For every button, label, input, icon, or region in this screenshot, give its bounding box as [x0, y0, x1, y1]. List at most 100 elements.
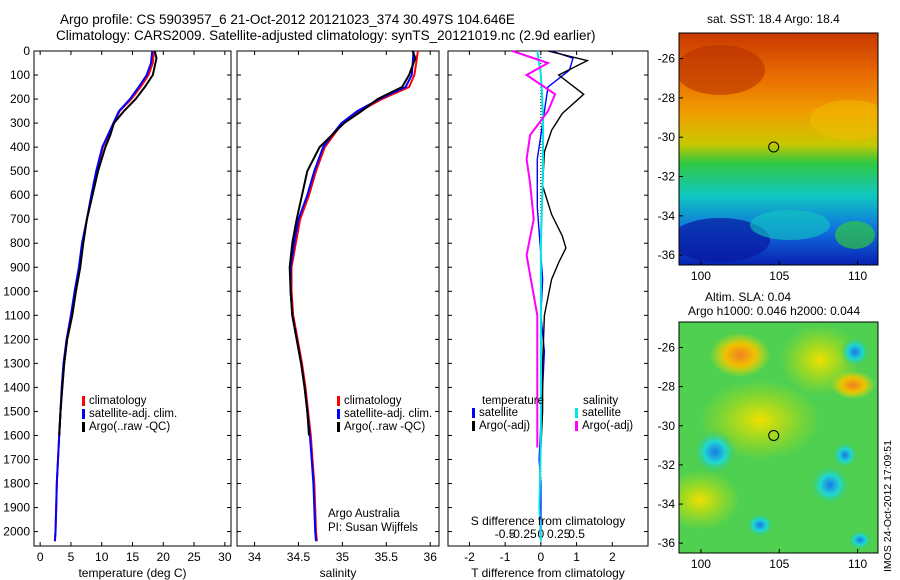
figure-title-line2: Climatology: CARS2009. Satellite-adjuste…	[56, 28, 596, 43]
map-x-tick-label: 105	[769, 557, 789, 571]
map-x-tick-label: 110	[848, 557, 867, 571]
x-tick-label: 36	[424, 550, 438, 564]
legend-label: satellite	[479, 407, 518, 419]
figure-title-line1: Argo profile: CS 5903957_6 21-Oct-2012 2…	[60, 12, 515, 27]
y-tick-label: 2000	[3, 525, 30, 539]
x-tick-label: 2	[609, 550, 616, 564]
legend-swatch	[337, 409, 340, 419]
s-tick-label: -0.25	[509, 527, 537, 541]
argo-location-marker	[768, 141, 780, 153]
legend-swatch	[472, 408, 475, 418]
sst-map-title: sat. SST: 18.4 Argo: 18.4	[707, 12, 840, 26]
x-tick-label: 35	[336, 550, 350, 564]
x-tick-label: -1	[500, 550, 511, 564]
y-tick-label: 200	[10, 92, 30, 106]
x-axis-label: T difference from climatology	[471, 566, 625, 580]
y-tick-label: 300	[10, 116, 30, 130]
argo-location-marker	[768, 430, 780, 441]
sla-map-subtitle: Argo h1000: 0.046 h2000: 0.044	[688, 304, 861, 318]
legend-label: climatology	[344, 395, 402, 407]
legend-swatch	[82, 409, 85, 419]
legend-label: satellite	[582, 407, 621, 419]
legend-swatch	[337, 422, 340, 432]
y-tick-label: 1800	[3, 477, 30, 491]
map-y-tick-label: -36	[658, 536, 676, 550]
legend-swatch	[575, 408, 578, 418]
y-tick-label: 1700	[3, 452, 30, 466]
x-tick-label: 15	[126, 550, 140, 564]
legend-swatch	[337, 396, 340, 406]
y-tick-label: 1900	[3, 501, 30, 515]
legend-swatch	[82, 396, 85, 406]
y-tick-label: 1600	[3, 428, 30, 442]
y-tick-label: 800	[10, 236, 30, 250]
legend-swatch	[472, 421, 475, 431]
map-y-tick-label: -28	[658, 380, 676, 394]
s-tick-label: -0.5	[495, 527, 516, 541]
y-tick-label: 600	[10, 188, 30, 202]
map-x-tick-label: 100	[691, 557, 711, 571]
series-line	[536, 50, 544, 542]
map-y-tick-label: -26	[658, 52, 676, 66]
imos-timestamp: IMOS 24-Oct-2012 17:09:51	[882, 440, 894, 572]
sst-map	[678, 32, 879, 266]
legend-header: temperature	[482, 395, 544, 407]
x-tick-label: 0	[37, 550, 44, 564]
legend-swatch	[82, 422, 85, 432]
map-y-tick-label: -30	[658, 419, 676, 433]
y-tick-label: 1300	[3, 356, 30, 370]
y-tick-label: 1400	[3, 380, 30, 394]
salinity-axes: 34 34.5 35 35.5 36 salinity climatologysatelli…	[236, 50, 440, 580]
x-axis-label-top: S difference from climatology	[471, 514, 626, 528]
map-y-tick-label: -34	[658, 497, 676, 511]
s-tick-label: 0.25	[547, 527, 571, 541]
series-line	[511, 50, 557, 448]
y-tick-label: 700	[10, 212, 30, 226]
map-y-tick-label: -26	[658, 340, 676, 354]
x-tick-label: 25	[187, 550, 201, 564]
map-y-tick-label: -30	[658, 130, 676, 144]
x-tick-label: 1	[573, 550, 580, 564]
panel-annotation: PI: Susan Wijffels	[328, 522, 418, 534]
y-tick-label: 1200	[3, 332, 30, 346]
y-tick-label: 1000	[3, 284, 30, 298]
x-tick-label: -2	[464, 550, 475, 564]
map-y-tick-label: -32	[658, 170, 676, 184]
panel-annotation: Argo Australia	[328, 508, 400, 520]
y-tick-label: 900	[10, 260, 30, 274]
x-tick-label: 10	[95, 550, 109, 564]
legend-label: Argo(..raw -QC)	[344, 421, 425, 433]
map-x-tick-label: 110	[848, 269, 867, 283]
legend-header: salinity	[583, 395, 618, 407]
y-tick-label: 500	[10, 164, 30, 178]
x-tick-label: 35.5	[375, 550, 399, 564]
temperature-axes: 0100200300400500600700800900100011001200…	[3, 44, 232, 580]
plot-area	[33, 50, 232, 547]
x-tick-label: 0	[538, 550, 545, 564]
map-y-tick-label: -32	[658, 458, 676, 472]
x-tick-label: 20	[157, 550, 171, 564]
legend-label: Argo(-adj)	[582, 420, 633, 432]
series-line	[288, 50, 417, 436]
sla-map-title: Altim. SLA: 0.04	[705, 290, 792, 304]
x-axis-label: temperature (deg C)	[78, 566, 186, 580]
map-x-tick-label: 105	[769, 269, 789, 283]
y-tick-label: 1500	[3, 404, 30, 418]
plot-area	[236, 50, 440, 547]
legend-label: Argo(-adj)	[479, 420, 530, 432]
y-tick-label: 100	[10, 68, 30, 82]
legend-swatch	[575, 421, 578, 431]
s-tick-label: 0.5	[568, 527, 585, 541]
map-ticks: 100 105 110 -26 -28 -30 -32 -34 -36 100 105 110 -26 -…	[658, 52, 868, 571]
x-tick-label: 34.5	[287, 550, 311, 564]
series-line	[540, 50, 590, 448]
x-tick-label: 30	[218, 550, 232, 564]
y-tick-label: 1100	[4, 308, 30, 322]
x-axis-label: salinity	[320, 566, 357, 580]
y-tick-label: 400	[10, 140, 30, 154]
y-tick-label: 0	[23, 44, 30, 58]
map-y-tick-label: -34	[658, 209, 676, 223]
legend-label: satellite-adj. clim.	[344, 408, 432, 420]
